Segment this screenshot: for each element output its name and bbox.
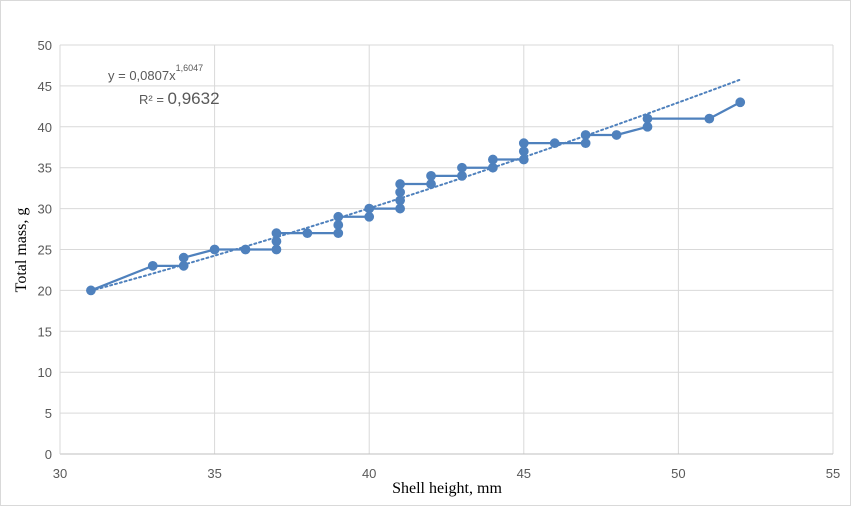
data-point <box>302 228 313 239</box>
data-point <box>488 154 498 165</box>
y-tick-label: 45 <box>38 79 52 94</box>
x-tick-label: 45 <box>517 466 531 481</box>
y-tick-label: 25 <box>38 243 52 258</box>
equation-exponent: 1,6047 <box>176 63 204 73</box>
tick-labels: 0 5 10 15 20 25 30 35 40 45 50 30 35 40 45 50 55 <box>38 38 841 481</box>
series-line <box>90 101 741 292</box>
data-point <box>518 138 529 149</box>
equation-label: y = 0,0807x1,6047 <box>108 63 203 83</box>
r2-prefix: R² = <box>139 92 168 107</box>
data-point <box>704 113 715 124</box>
data-point <box>364 203 375 214</box>
y-tick-label: 30 <box>38 202 52 217</box>
y-tick-label: 20 <box>38 283 52 298</box>
data-point <box>240 244 251 255</box>
data-point <box>426 179 436 189</box>
y-tick-label: 10 <box>38 365 52 380</box>
y-tick-label: 50 <box>38 38 52 53</box>
data-point <box>426 171 436 181</box>
data-point <box>518 146 529 157</box>
data-point <box>549 138 560 149</box>
data-point <box>580 138 591 149</box>
data-point <box>271 228 282 239</box>
y-tick-label: 40 <box>38 120 52 135</box>
y-tick-label: 5 <box>45 406 52 421</box>
data-point <box>395 203 405 214</box>
series-group <box>86 97 746 296</box>
data-point <box>147 260 158 271</box>
data-point <box>457 171 467 181</box>
axes <box>59 45 833 455</box>
equation-text: y = 0,0807x <box>108 68 176 83</box>
data-point <box>364 211 375 222</box>
y-tick-label: 15 <box>38 324 52 339</box>
data-point <box>642 121 653 132</box>
trendline-group <box>89 78 742 292</box>
y-tick-label: 35 <box>38 161 52 176</box>
x-tick-label: 55 <box>826 466 840 481</box>
r2-label: R² = 0,9632 <box>139 89 220 108</box>
data-point <box>271 236 282 247</box>
data-point <box>395 195 405 206</box>
data-point <box>178 260 189 271</box>
data-point <box>395 187 405 198</box>
data-point <box>333 211 344 222</box>
x-tick-label: 50 <box>671 466 685 481</box>
data-point <box>333 220 344 230</box>
r2-value: 0,9632 <box>168 89 220 108</box>
data-point <box>86 285 96 296</box>
data-point <box>209 244 220 255</box>
x-tick-label: 30 <box>53 466 67 481</box>
data-point <box>178 252 189 263</box>
data-point <box>518 154 529 165</box>
data-point <box>457 162 467 173</box>
data-point <box>395 179 405 189</box>
grid <box>60 44 834 454</box>
data-point <box>642 113 653 124</box>
x-axis-title: Shell height, mm <box>392 480 502 497</box>
data-point <box>271 244 282 255</box>
data-point <box>735 97 746 108</box>
x-tick-label: 40 <box>362 466 376 481</box>
y-axis-title: Total mass, g <box>13 208 30 293</box>
data-point <box>580 130 591 140</box>
data-point <box>488 162 498 173</box>
x-tick-label: 35 <box>207 466 221 481</box>
y-tick-label: 0 <box>45 447 52 462</box>
trendline <box>89 78 742 292</box>
data-point <box>611 130 622 140</box>
data-point <box>333 228 344 239</box>
